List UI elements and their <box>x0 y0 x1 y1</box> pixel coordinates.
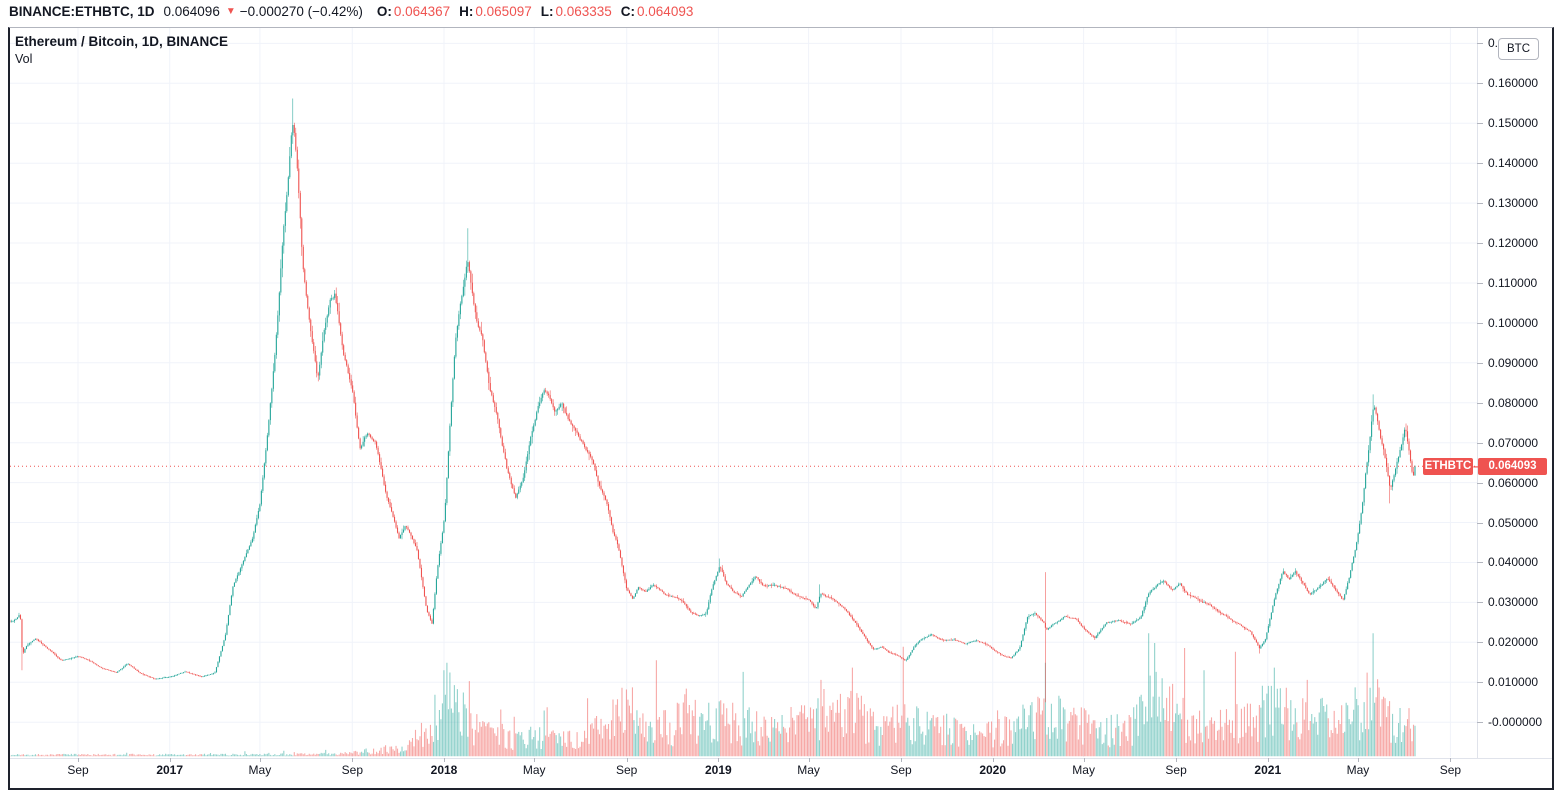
symbol-name: BINANCE:ETHBTC, 1D <box>9 4 155 19</box>
time-tick-label: May <box>522 763 546 777</box>
time-axis[interactable]: Sep 2017 May Sep 2018 May Sep 2019 May Sep 2020 May… <box>10 758 1552 786</box>
price-line-dash: – <box>1473 459 1480 474</box>
time-tick-label: 2018 <box>430 763 458 777</box>
time-tick-mark <box>78 758 79 762</box>
time-tick-label: May <box>248 763 272 777</box>
chart-widget: Ethereum / Bitcoin, 1D, BINANCE Vol 0.17… <box>8 27 1554 790</box>
price-line-symbol-badge: ETHBTC <box>1423 457 1473 475</box>
time-tick-mark <box>626 758 628 762</box>
time-tick-mark <box>444 758 446 762</box>
time-axis-separator <box>10 758 1552 759</box>
time-tick-label: May <box>1072 763 1095 777</box>
time-tick-label: Sep <box>1439 763 1462 777</box>
price-down-arrow-icon: ▼ <box>225 6 236 17</box>
last-price-axis-badge: 0.064093 <box>1478 457 1547 475</box>
symbol-info-bar: BINANCE:ETHBTC, 1D 0.064096 ▼ −0.000270 … <box>9 4 693 19</box>
time-tick-label: May <box>797 763 820 777</box>
price-change: −0.000270 (−0.42%) <box>239 4 363 19</box>
open-label: O: <box>376 4 392 19</box>
time-tick-mark <box>352 758 354 762</box>
price-chart-canvas[interactable] <box>10 28 1552 788</box>
close-label: C: <box>620 4 636 19</box>
time-tick-mark <box>718 758 720 762</box>
time-tick-label: Sep <box>67 763 89 777</box>
chart-legend: Ethereum / Bitcoin, 1D, BINANCE Vol <box>15 33 228 68</box>
close-value: 0.064093 <box>637 4 694 19</box>
time-tick-mark <box>808 758 810 762</box>
legend-symbol-title[interactable]: Ethereum / Bitcoin, 1D, BINANCE <box>15 34 229 49</box>
time-tick-mark <box>1450 758 1452 762</box>
last-price: 0.064096 <box>163 4 220 19</box>
time-tick-mark <box>1357 758 1359 762</box>
high-label: H: <box>459 4 474 19</box>
time-tick-label: Sep <box>1165 763 1187 777</box>
time-tick-mark <box>1083 758 1085 762</box>
low-label: L: <box>540 4 554 19</box>
time-tick-mark <box>901 758 902 762</box>
time-tick-label: 2019 <box>705 763 732 777</box>
time-tick-mark <box>259 758 261 762</box>
time-tick-mark <box>169 758 171 762</box>
time-tick-mark <box>534 758 536 762</box>
open-value: 0.064367 <box>393 4 451 19</box>
time-tick-label: Sep <box>890 763 912 777</box>
time-tick-mark <box>1267 758 1269 762</box>
time-tick-label: 2020 <box>979 763 1007 777</box>
time-tick-label: May <box>1346 763 1370 777</box>
currency-unit-button[interactable]: BTC <box>1498 38 1539 60</box>
time-tick-label: 2021 <box>1254 763 1282 777</box>
time-tick-mark <box>1176 758 1178 762</box>
high-value: 0.065097 <box>475 4 532 19</box>
low-value: 0.063335 <box>555 4 612 19</box>
time-tick-label: 2017 <box>156 763 184 777</box>
time-tick-label: Sep <box>615 763 638 777</box>
time-tick-mark <box>992 758 994 762</box>
legend-volume-indicator[interactable]: Vol <box>15 52 33 66</box>
time-tick-label: Sep <box>341 763 364 777</box>
price-axis-separator <box>1477 28 1478 758</box>
